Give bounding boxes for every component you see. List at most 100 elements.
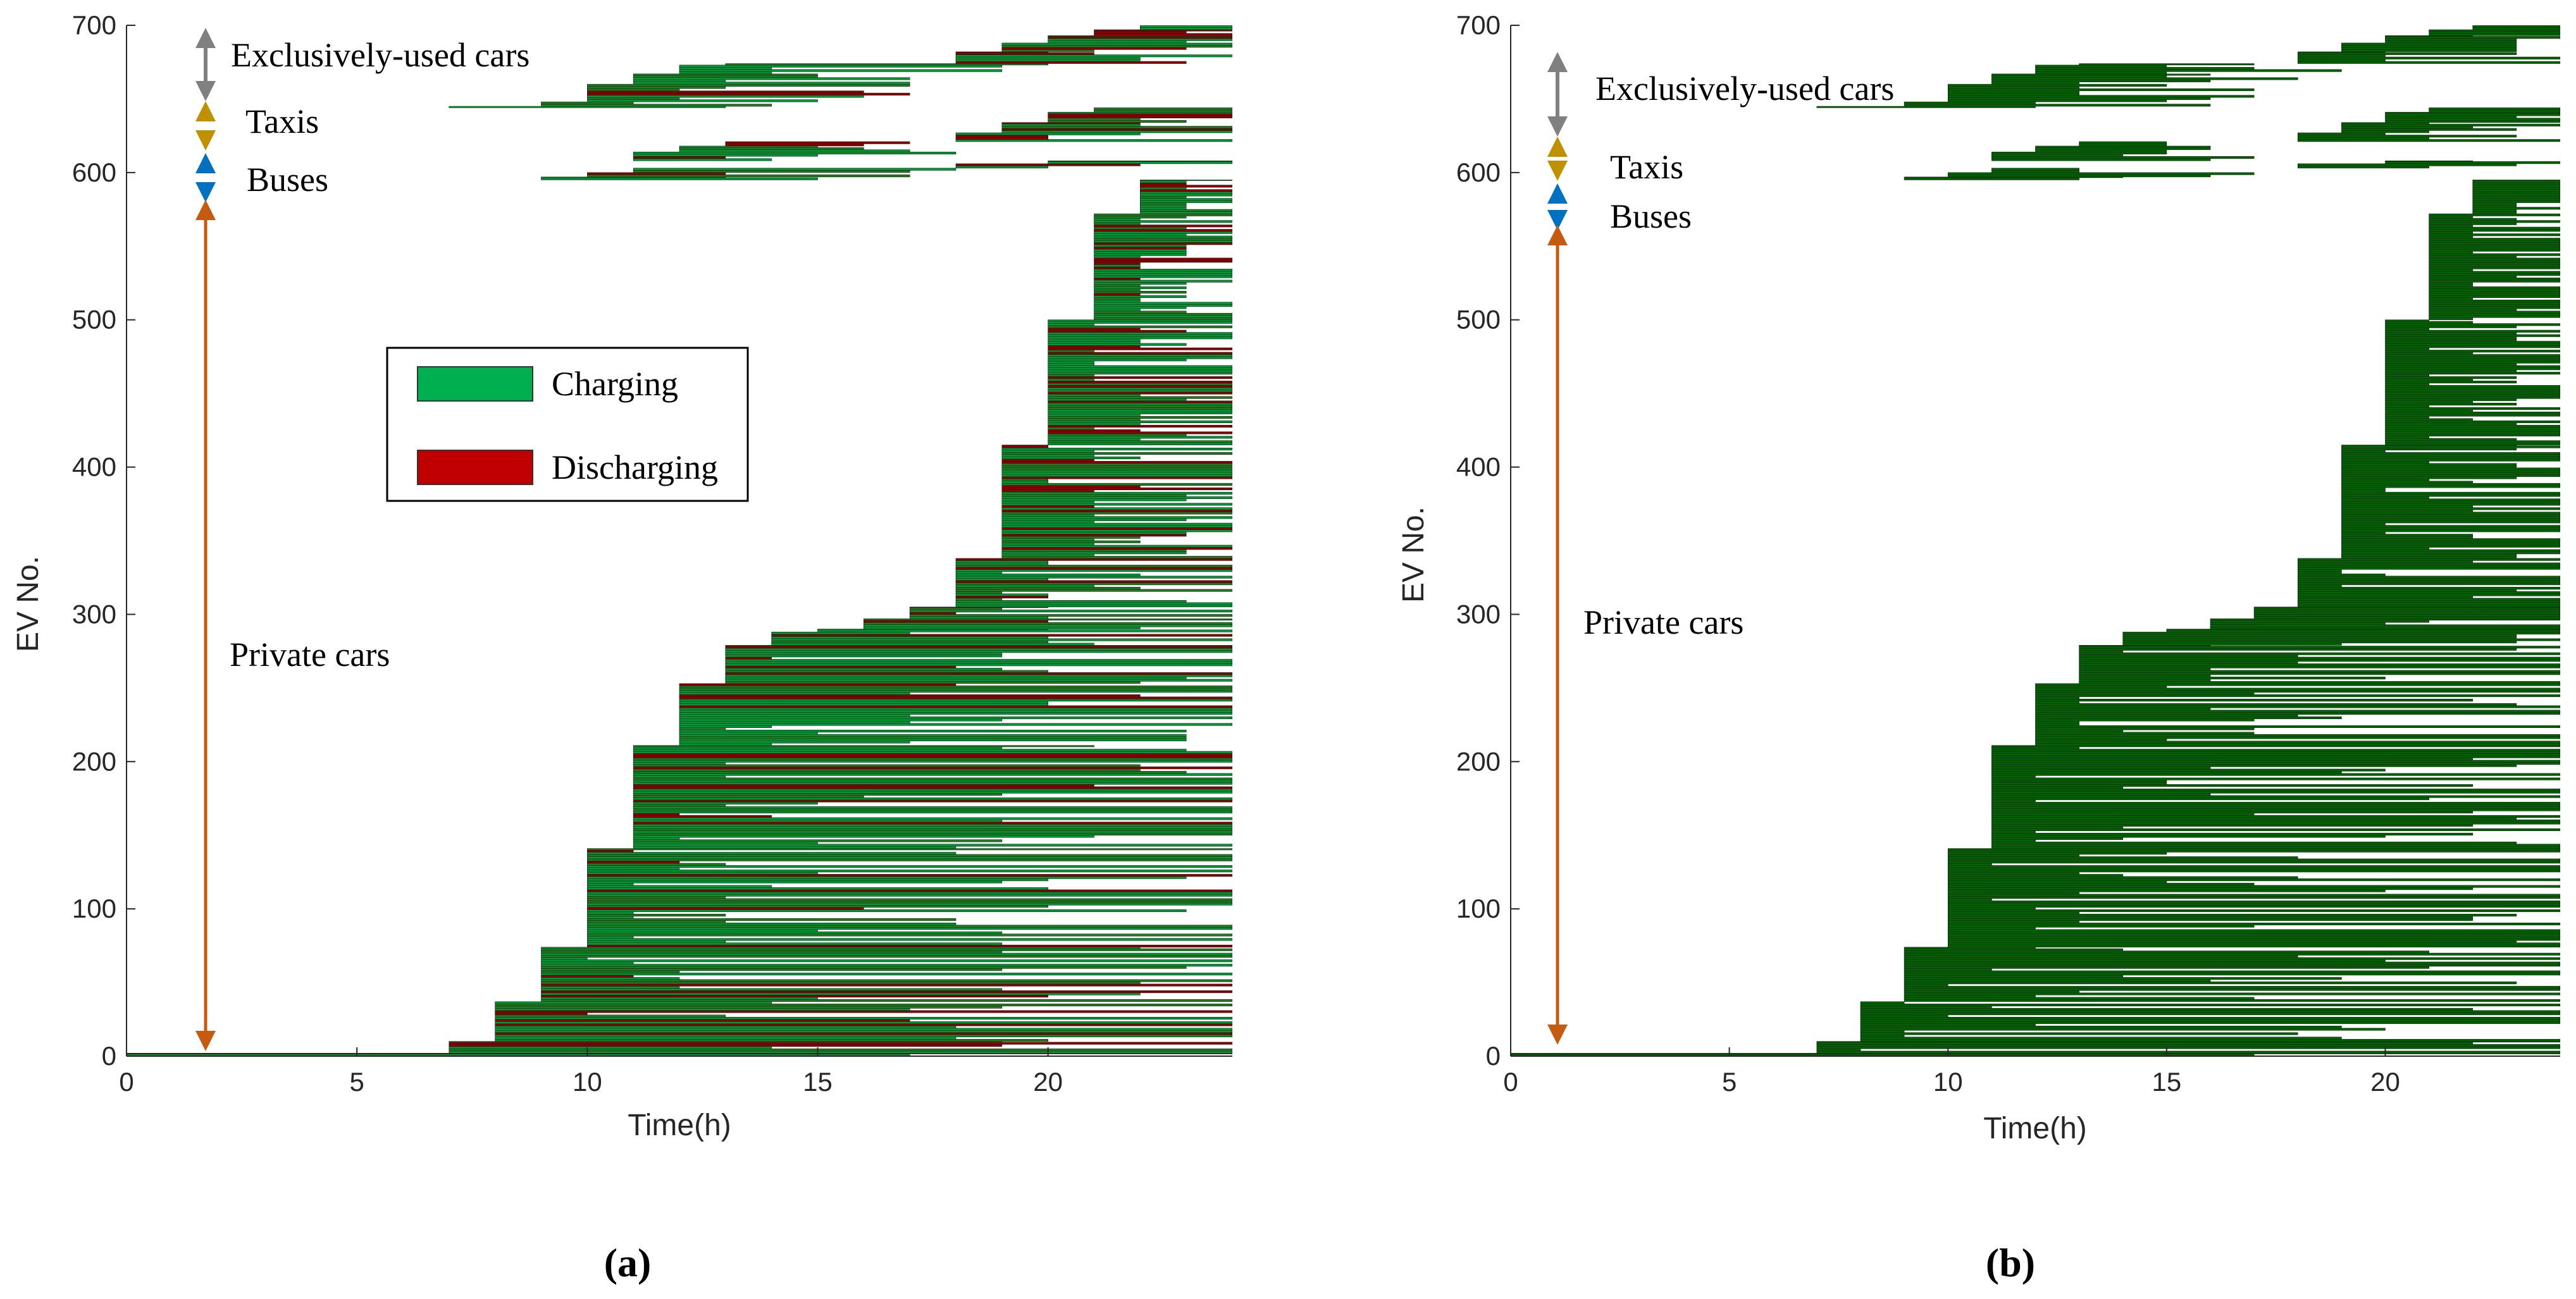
panel-b-label-taxis: Taxis (1610, 148, 1683, 186)
panel-b-ev-bar (2429, 257, 2560, 261)
panel-a-ev-bar (633, 795, 864, 798)
panel-a-ev-bar (1001, 531, 1187, 534)
panel-b-ev-bar (2385, 329, 2560, 333)
panel-a-y-tick-label: 200 (72, 746, 116, 776)
panel-b-ev-bar (1904, 970, 2560, 973)
panel-b-ev-bar (2035, 711, 2560, 715)
panel-b-y-tick-label: 700 (1456, 10, 1501, 40)
panel-a-ev-bar (1001, 463, 1232, 466)
panel-a-ev-bar (1001, 45, 1232, 48)
panel-a-ev-bar (633, 826, 1232, 829)
panel-a-ev-bar (495, 1004, 1232, 1007)
panel-b-ev-bar (2429, 312, 2560, 316)
panel-b-ev-bar (2385, 376, 2517, 379)
panel-b-ev-bar (2079, 663, 2560, 667)
panel-b-ev-bar (2035, 738, 2167, 741)
panel-b-ev-bar (2341, 485, 2560, 488)
panel-a-ev-bar (1001, 496, 1232, 499)
panel-b-ev-bar (2341, 130, 2429, 133)
panel-a-ev-bar (633, 73, 818, 76)
panel-a-ev-bar (725, 655, 1003, 658)
panel-b-ev-bar (1816, 1050, 2560, 1054)
panel-b-ev-bar (1991, 773, 2560, 776)
panel-a-ev-bar (541, 999, 1232, 1002)
panel-b-ev-bar (2297, 582, 2560, 586)
panel-b-ev-bar (2429, 226, 2560, 230)
panel-b-ev-bar (2341, 454, 2560, 457)
panel-a-ev-bar (633, 802, 818, 805)
panel-a-ev-bar (1001, 49, 1094, 52)
panel-a-ev-bar (541, 973, 1232, 976)
panel-b-ev-bar (2385, 440, 2560, 443)
panel-a-ev-bar (679, 699, 1232, 702)
panel-a-ev-bar (725, 144, 864, 147)
panel-a-ev-bar (541, 101, 634, 104)
panel-b-ev-bar (2385, 394, 2560, 397)
panel-b-ev-bar (1947, 880, 2167, 883)
panel-a-ev-bar (1048, 359, 1187, 362)
panel-b-ev-bar (1860, 1016, 2560, 1020)
panel-a-ev-bar (587, 929, 818, 932)
panel-b-ev-bar (2341, 507, 2560, 510)
panel-a-ev-bar (587, 95, 864, 98)
panel-b-ev-bar (2341, 529, 2560, 533)
panel-a-ev-bar (633, 832, 1232, 836)
panel-b-ev-bar (1904, 992, 2560, 995)
panel-b-ev-bar (1947, 852, 2167, 855)
panel-b-ev-bar (1947, 911, 2079, 914)
panel-a-ev-bar (1001, 460, 1232, 464)
panel-b-ev-bar (2385, 427, 2560, 430)
panel-b-ev-bar (2429, 231, 2474, 234)
panel-a-ev-bar (725, 668, 1003, 671)
panel-a-ev-bar (1140, 195, 1187, 199)
panel-b-ev-bar (2122, 632, 2560, 635)
panel-a-ev-bar (1094, 317, 1232, 321)
panel-b-ev-bar (1904, 988, 2560, 991)
panel-a-ev-bar (1140, 182, 1187, 185)
panel-b-ev-bar (2385, 372, 2560, 375)
panel-a-ev-bar (955, 567, 1232, 570)
panel-a-ev-bar (495, 1038, 1048, 1042)
panel-a-ev-bar (1140, 25, 1232, 28)
panel-a-ev-bar (679, 741, 910, 744)
panel-a-x-axis-label: Time(h) (628, 1109, 731, 1142)
panel-b-ev-bar (2035, 149, 2167, 152)
panel-b-ev-bar (2210, 626, 2560, 630)
panel-b-ev-bar (1860, 1010, 2560, 1013)
panel-b-ev-bar (2429, 216, 2474, 219)
panel-a-ev-bar (1048, 332, 1232, 335)
panel-a-ev-bar (1094, 278, 1141, 281)
panel-a-ev-bar (1001, 126, 1232, 129)
panel-b-ev-bar (1947, 867, 2560, 870)
panel-b-ev-bar (2035, 687, 2560, 691)
panel-a-ev-bar (1048, 347, 1232, 350)
panel-b-ev-bar (1991, 782, 2167, 785)
panel-a-ev-bar (1001, 445, 1048, 448)
panel-b-ev-bar (2429, 31, 2560, 34)
panel-b-ev-bar (2385, 356, 2560, 359)
panel-b-ev-bar (2035, 723, 2079, 726)
panel-b-ev-bar (2385, 359, 2560, 362)
panel-a-ev-bar (1048, 365, 1232, 368)
panel-b-ev-bar (1991, 844, 2560, 847)
panel-b-ev-bar (1904, 973, 2560, 976)
panel-b-caption: (b) (1986, 1240, 2035, 1285)
panel-a-ev-bar (1001, 522, 1232, 526)
panel-a-ev-bar (633, 793, 1003, 796)
panel-a-ev-bar (1001, 538, 1094, 541)
panel-b-ev-bar (2297, 591, 2560, 594)
panel-a-ev-bar (1001, 514, 1094, 517)
panel-b-ev-bar (1991, 79, 2211, 82)
panel-b-ev-bar (1991, 762, 2560, 765)
panel-a-ev-bar (679, 71, 772, 75)
panel-b-ev-bar (2341, 450, 2386, 453)
panel-a-ev-bar (587, 856, 1232, 859)
panel-a-ev-bar (633, 762, 726, 765)
panel-a-ev-bar (495, 1013, 588, 1016)
panel-b-ev-bar (2429, 288, 2560, 292)
panel-a-ev-bar (1001, 536, 1141, 539)
panel-a-caption: (a) (604, 1240, 652, 1285)
panel-a-ev-bar (679, 711, 1232, 715)
panel-a-ev-bar (1094, 304, 1232, 307)
panel-b-ev-bar (1860, 1021, 2560, 1025)
